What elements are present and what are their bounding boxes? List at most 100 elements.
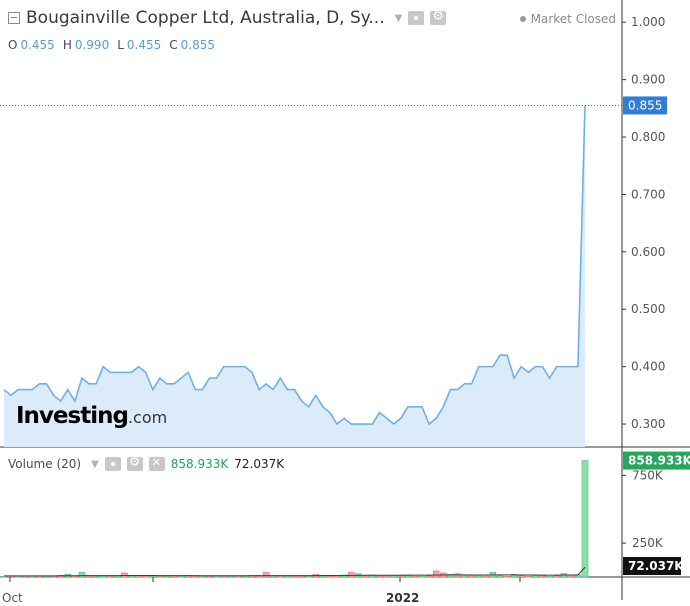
volume-value: 858.933K bbox=[170, 457, 229, 471]
volume-bar bbox=[468, 575, 475, 578]
ohlc-low-key: L bbox=[117, 38, 124, 52]
price-area-fill bbox=[4, 105, 585, 448]
price-tick-label: 0.800 bbox=[631, 130, 665, 144]
chart-title: Bougainville Copper Ltd, Australia, D, S… bbox=[26, 8, 385, 28]
time-label-2022: 2022 bbox=[386, 591, 419, 605]
volume-bar bbox=[128, 575, 135, 578]
price-tick-label: 1.000 bbox=[631, 15, 665, 29]
price-tick-label: 0.600 bbox=[631, 245, 665, 259]
volume-bar bbox=[7, 576, 15, 578]
ohlc-close: C 0.855 bbox=[169, 38, 215, 52]
volume-bar bbox=[546, 575, 553, 578]
volume-value-tag bbox=[623, 451, 690, 470]
volume-bar bbox=[432, 570, 440, 578]
volume-bar bbox=[347, 571, 355, 578]
volume-bar bbox=[411, 575, 419, 578]
volume-bar bbox=[532, 575, 539, 578]
last-price-label: 0.855 bbox=[628, 98, 662, 112]
volume-bar bbox=[284, 575, 291, 578]
volume-bar bbox=[376, 575, 383, 578]
collapse-icon[interactable] bbox=[8, 12, 20, 24]
logo-brand: Investing bbox=[16, 403, 129, 429]
volume-value-tag-label: 858.933K bbox=[628, 454, 690, 468]
volume-bar bbox=[496, 575, 504, 578]
ohlc-open-value: 0.455 bbox=[20, 38, 55, 52]
volume-bar bbox=[525, 575, 532, 578]
ma-value-tag-label: 72.037K bbox=[628, 559, 684, 573]
ohlc-high-key: H bbox=[62, 38, 72, 52]
volume-bar bbox=[333, 575, 341, 578]
volume-bar bbox=[539, 575, 546, 578]
volume-bar bbox=[362, 575, 369, 578]
volume-bar bbox=[142, 575, 150, 578]
volume-close-icon[interactable] bbox=[148, 456, 165, 471]
chart-header: Bougainville Copper Ltd, Australia, D, S… bbox=[8, 8, 447, 28]
price-tick-label: 0.500 bbox=[631, 302, 665, 316]
ohlc-low: L 0.455 bbox=[117, 38, 161, 52]
ohlc-high-value: 0.990 bbox=[74, 38, 110, 52]
ohlc-high: H 0.990 bbox=[63, 38, 109, 52]
market-status-label: Market Closed bbox=[530, 12, 616, 26]
ohlc-readout: O 0.455 H 0.990 L 0.455 C 0.855 bbox=[8, 38, 215, 52]
market-status: Market Closed bbox=[519, 12, 616, 26]
volume-bar bbox=[43, 576, 50, 578]
last-price-tag bbox=[623, 96, 667, 115]
volume-bar bbox=[326, 575, 334, 578]
volume-bar bbox=[99, 575, 107, 578]
volume-bar bbox=[404, 575, 412, 578]
volume-bar bbox=[510, 573, 518, 578]
volume-bar bbox=[29, 576, 36, 578]
volume-bar bbox=[0, 576, 8, 578]
volume-bar bbox=[213, 575, 220, 578]
volume-ma-line bbox=[4, 566, 586, 577]
volume-chevron-down-icon[interactable]: ▼ bbox=[91, 458, 99, 470]
volume-bar bbox=[383, 575, 390, 578]
volume-bar bbox=[418, 575, 426, 578]
volume-ma-value: 72.037K bbox=[234, 457, 285, 471]
volume-bar bbox=[199, 576, 206, 578]
volume-bar bbox=[482, 575, 490, 578]
volume-bar bbox=[425, 575, 433, 578]
volume-bar bbox=[149, 575, 157, 578]
volume-eye-icon[interactable] bbox=[104, 457, 121, 471]
logo-suffix: .com bbox=[127, 408, 168, 427]
volume-bar bbox=[241, 576, 249, 578]
volume-bar bbox=[156, 576, 164, 578]
price-tick-label: 0.300 bbox=[631, 417, 665, 431]
volume-bar bbox=[291, 576, 298, 578]
volume-bar bbox=[461, 575, 468, 578]
volume-label: Volume (20) bbox=[8, 457, 82, 471]
volume-tick-label: 750K bbox=[632, 468, 664, 482]
volume-bar bbox=[553, 575, 560, 578]
volume-bar bbox=[163, 575, 171, 578]
status-dot-icon bbox=[519, 16, 526, 22]
volume-bar bbox=[517, 575, 525, 578]
volume-header: Volume (20) ▼ 858.933K 72.037K bbox=[8, 455, 285, 471]
ohlc-close-key: C bbox=[169, 38, 178, 52]
ohlc-low-value: 0.455 bbox=[126, 38, 162, 52]
volume-bar bbox=[581, 460, 589, 578]
volume-bar bbox=[234, 575, 242, 578]
time-label-oct: Oct bbox=[2, 591, 23, 605]
volume-gear-icon[interactable] bbox=[126, 455, 143, 471]
chevron-down-icon[interactable]: ▼ bbox=[394, 12, 403, 24]
price-tick-label: 0.900 bbox=[631, 73, 665, 87]
volume-bar bbox=[305, 575, 312, 578]
volume-bar bbox=[177, 575, 185, 578]
volume-bar bbox=[78, 571, 86, 578]
ohlc-open: O 0.455 bbox=[8, 38, 55, 52]
ohlc-close-value: 0.855 bbox=[180, 38, 215, 52]
volume-bar bbox=[255, 575, 263, 578]
volume-bar bbox=[262, 571, 270, 578]
volume-tick-label: 250K bbox=[632, 536, 664, 550]
volume-bar bbox=[475, 575, 483, 578]
ma-value-tag bbox=[623, 557, 681, 575]
price-line bbox=[3, 105, 586, 426]
eye-icon[interactable] bbox=[408, 11, 425, 25]
volume-bar bbox=[503, 575, 511, 578]
volume-bar bbox=[447, 573, 454, 578]
gear-icon[interactable] bbox=[430, 9, 447, 25]
volume-bar bbox=[277, 575, 284, 578]
investing-logo: Investing.com bbox=[16, 403, 167, 429]
